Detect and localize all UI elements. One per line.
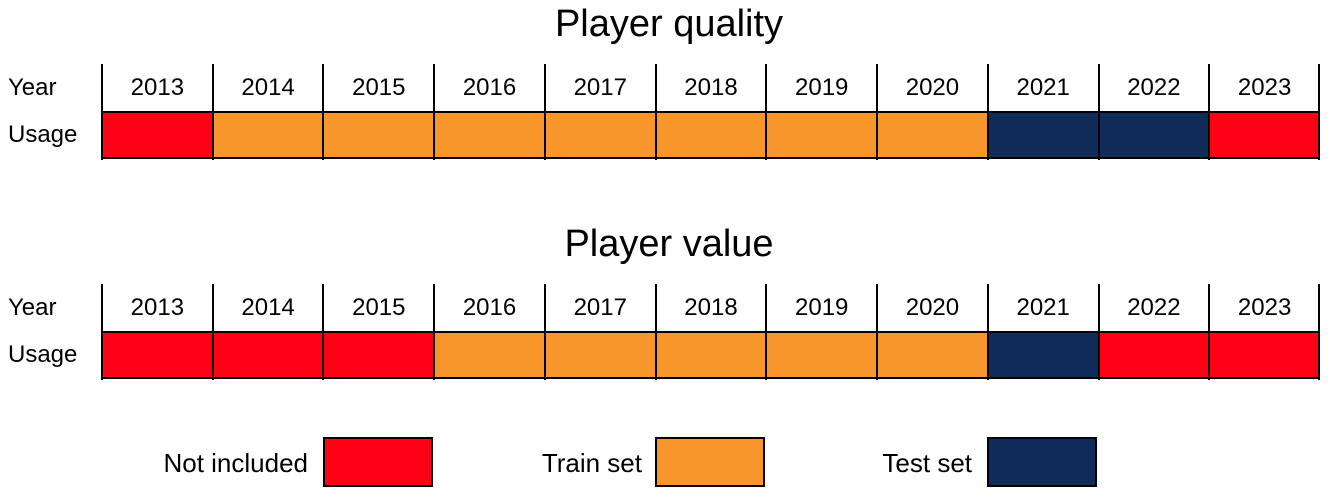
usage-cell-not-included (323, 331, 435, 379)
year-cell: 2019 (795, 73, 849, 101)
player-value-timeline: Year Usage 2013 2014 2015 2016 2017 2018 2019 2… (0, 284, 1338, 404)
usage-cell-train-set (544, 111, 656, 159)
usage-cell-train-set (212, 111, 324, 159)
usage-cell-train-set (434, 331, 545, 379)
grid-divider (543, 284, 546, 380)
year-cell: 2016 (462, 293, 517, 321)
grid-divider (1208, 64, 1211, 160)
grid-divider (543, 64, 546, 160)
grid-divider (433, 64, 436, 160)
usage-cell-train-set (655, 111, 767, 159)
year-row-label: Year (8, 74, 57, 101)
usage-cell-test-set (987, 331, 1099, 379)
usage-cell-not-included (1209, 331, 1320, 379)
grid-divider (765, 284, 768, 380)
grid-divider (876, 64, 879, 160)
year-cell: 2018 (684, 293, 738, 321)
year-cell: 2023 (1237, 293, 1292, 321)
legend: Not included Train set Test set (0, 437, 1338, 491)
year-row-label: Year (8, 294, 57, 321)
grid-divider (322, 284, 325, 380)
usage-cell-train-set (877, 111, 988, 159)
usage-cell-not-included (102, 331, 213, 379)
grid-divider (1097, 284, 1100, 380)
usage-cell-not-included (1098, 331, 1210, 379)
year-cell: 2022 (1127, 73, 1181, 101)
grid-divider (211, 64, 214, 160)
usage-cell-test-set (1098, 111, 1210, 159)
grid-divider (433, 284, 436, 380)
grid-divider (1208, 284, 1211, 380)
year-cell: 2019 (795, 293, 849, 321)
year-usage-grid: 2013 2014 2015 2016 2017 2018 2019 2020 2021 2022… (101, 284, 1320, 380)
year-cell: 2013 (130, 293, 185, 321)
year-cell: 2023 (1237, 73, 1292, 101)
legend-label: Not included (163, 448, 308, 478)
year-cell: 2020 (905, 73, 960, 101)
usage-cell-train-set (544, 331, 656, 379)
grid-divider (1318, 64, 1320, 160)
grid-divider (986, 64, 989, 160)
grid-divider (876, 284, 879, 380)
usage-cell-not-included (212, 331, 324, 379)
grid-divider (1097, 64, 1100, 160)
player-quality-title: Player quality (554, 3, 784, 45)
year-cell: 2014 (241, 293, 295, 321)
grid-divider (322, 64, 325, 160)
legend-label: Test set (882, 448, 972, 478)
grid-divider (654, 284, 657, 380)
year-cell: 2021 (1016, 73, 1070, 101)
grid-divider (101, 284, 103, 380)
grid-divider (211, 284, 214, 380)
year-cell: 2020 (905, 293, 960, 321)
usage-cell-not-included (1209, 111, 1320, 159)
player-value-title: Player value (564, 223, 774, 265)
usage-cell-train-set (877, 331, 988, 379)
usage-cell-train-set (434, 111, 545, 159)
grid-divider (1318, 284, 1320, 380)
grid-divider (986, 284, 989, 380)
player-quality-timeline: Year Usage 2013 2014 2015 2016 2017 2018 2019 2… (0, 64, 1338, 184)
year-cell: 2013 (130, 73, 185, 101)
year-cell: 2016 (462, 73, 517, 101)
legend-swatch-train-set (655, 437, 765, 487)
usage-cell-train-set (655, 331, 767, 379)
grid-divider (654, 64, 657, 160)
year-usage-grid: 2013 2014 2015 2016 2017 2018 2019 2020 2021 2022… (101, 64, 1320, 160)
year-cell: 2017 (573, 293, 627, 321)
year-cell: 2014 (241, 73, 295, 101)
year-cell: 2015 (352, 293, 406, 321)
year-cell: 2022 (1127, 293, 1181, 321)
legend-swatch-not-included (323, 437, 433, 487)
usage-cell-not-included (102, 111, 213, 159)
usage-row-label: Usage (8, 121, 78, 148)
year-cell: 2017 (573, 73, 627, 101)
usage-row-label: Usage (8, 341, 78, 368)
year-cell: 2021 (1016, 293, 1070, 321)
year-cell: 2015 (352, 73, 406, 101)
legend-swatch-test-set (987, 437, 1097, 487)
usage-cell-train-set (323, 111, 435, 159)
legend-label: Train set (541, 448, 642, 478)
grid-divider (765, 64, 768, 160)
usage-cell-train-set (766, 331, 878, 379)
year-cell: 2018 (684, 73, 738, 101)
usage-cell-test-set (987, 111, 1099, 159)
usage-cell-train-set (766, 111, 878, 159)
grid-divider (101, 64, 103, 160)
